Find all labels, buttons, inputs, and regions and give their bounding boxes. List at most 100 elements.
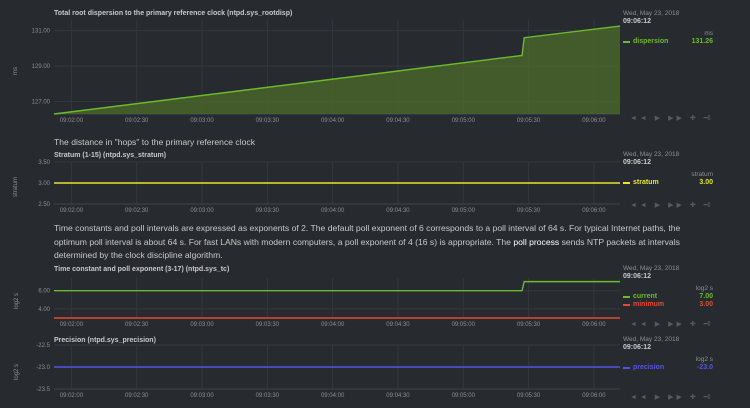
series-line-current [54, 280, 620, 292]
poll-process-link[interactable]: poll process [513, 236, 560, 247]
legend-date: Wed, May 23, 2018 [623, 265, 680, 272]
legend-swatch [623, 303, 630, 306]
x-tick-label: 09:03:00 [190, 208, 214, 214]
chart-poll-exponent[interactable]: Time constant and poll exponent (3-17) (… [0, 262, 750, 334]
x-tick-label: 09:05:30 [517, 322, 541, 328]
resize-handle[interactable]: ⇕ [706, 202, 712, 209]
legend-units: ms [704, 30, 713, 37]
x-tick-label: 09:03:30 [256, 208, 280, 214]
legend-series-name: minimum [633, 301, 665, 308]
resize-handle[interactable]: ⇕ [706, 394, 712, 401]
x-tick-label: 09:02:00 [60, 322, 84, 328]
chart-plot[interactable]: 09:02:00 09:02:30 09:03:00 09:03:30 09:04:00… [0, 262, 750, 334]
y-tick-label: -23.0 [36, 365, 50, 371]
x-tick-label: 09:06:00 [582, 208, 606, 214]
legend-series-value: 3.00 [699, 301, 713, 308]
legend-time: 09:06:12 [623, 159, 652, 166]
x-tick-label: 09:02:30 [125, 322, 149, 328]
x-tick-label: 09:04:00 [321, 322, 345, 328]
chart-toolbar[interactable]: ◄◄ ▶ ▶▶ ✚ ━ [630, 202, 711, 209]
legend-units: stratum [691, 171, 713, 178]
chart-title: Time constant and poll exponent (3-17) (… [54, 266, 230, 273]
chart-plot[interactable]: 09:02:00 09:02:30 09:03:00 09:03:30 09:04:00… [0, 333, 750, 408]
legend-date: Wed, May 23, 2018 [623, 151, 680, 158]
chart-stratum[interactable]: Stratum (1-15) (ntpd.sys_stratum) stratu… [0, 148, 750, 218]
x-tick-label: 09:05:30 [517, 393, 541, 399]
x-tick-label: 09:04:00 [321, 393, 345, 399]
legend-swatch [623, 366, 630, 369]
x-tick-label: 09:04:30 [386, 393, 410, 399]
legend-units: log2 s [695, 356, 713, 363]
chart-title: Total root dispersion to the primary ref… [54, 10, 293, 17]
legend-series-value: 131.26 [691, 38, 713, 45]
x-tick-label: 09:02:30 [125, 393, 149, 399]
y-tick-label: 4.00 [38, 307, 50, 313]
chart-toolbar[interactable]: ◄◄ ▶ ▶▶ ✚ ━ [630, 394, 711, 401]
chart-toolbar[interactable]: ◄◄ ▶ ▶▶ ✚ ━ [630, 321, 711, 328]
legend-row-current[interactable]: current 7.00 [623, 293, 713, 300]
x-tick-label: 09:05:00 [452, 322, 476, 328]
x-tick-label: 09:02:00 [60, 393, 84, 399]
legend-swatch [623, 40, 630, 43]
poll-description: Time constants and poll intervals are ex… [54, 222, 714, 263]
legend-time: 09:06:12 [623, 273, 652, 280]
x-tick-label: 09:05:00 [452, 118, 476, 124]
x-tick-label: 09:04:30 [386, 208, 410, 214]
x-tick-label: 09:02:00 [60, 118, 84, 124]
x-tick-label: 09:03:30 [256, 322, 280, 328]
chart-plot[interactable]: 09:02:00 09:02:30 09:03:00 09:03:30 09:04:00… [0, 6, 750, 130]
legend-series-name: current [633, 293, 658, 300]
x-tick-label: 09:05:00 [452, 393, 476, 399]
chart-legend: Wed, May 23, 2018 09:06:12 stratum strat… [623, 151, 713, 186]
chart-plot[interactable]: 09:02:00 09:02:30 09:03:00 09:03:30 09:04:00… [0, 148, 750, 218]
y-tick-label: 6.00 [38, 289, 50, 295]
poll-description-text: Time constants and poll intervals are ex… [54, 223, 681, 247]
chart-rootdisp[interactable]: Total root dispersion to the primary ref… [0, 6, 750, 130]
x-tick-label: 09:06:00 [582, 322, 606, 328]
chart-legend: Wed, May 23, 2018 09:06:12 ms dispersion… [623, 10, 713, 45]
resize-handle[interactable]: ⇕ [706, 321, 712, 328]
legend-series-value: -23.0 [697, 364, 713, 371]
chart-precision[interactable]: Precision (ntpd.sys_precision) log2 s 09… [0, 333, 750, 408]
resize-handle[interactable]: ⇕ [706, 115, 712, 122]
y-tick-label: -22.5 [36, 343, 50, 349]
legend-date: Wed, May 23, 2018 [623, 10, 680, 17]
x-tick-label: 09:03:30 [256, 118, 280, 124]
x-tick-label: 09:02:30 [125, 118, 149, 124]
legend-series-name: stratum [633, 179, 659, 186]
x-tick-label: 09:04:30 [386, 322, 410, 328]
chart-toolbar[interactable]: ◄◄ ▶ ▶▶ ✚ ━ [630, 115, 711, 122]
x-tick-label: 09:03:30 [256, 393, 280, 399]
x-tick-label: 09:02:30 [125, 208, 149, 214]
x-tick-label: 09:04:00 [321, 118, 345, 124]
y-tick-label: 2.50 [38, 202, 50, 208]
poll-description-text-end: sends NTP packets at intervals determine… [54, 236, 680, 261]
legend-time: 09:06:12 [623, 344, 652, 351]
series-area-dispersion [54, 26, 620, 114]
series-line-dispersion [53, 25, 621, 115]
legend-time: 09:06:12 [623, 18, 652, 25]
y-tick-label: 3.00 [38, 181, 50, 187]
x-tick-label: 09:03:00 [190, 118, 214, 124]
x-tick-label: 09:05:00 [452, 208, 476, 214]
x-tick-label: 09:03:00 [190, 393, 214, 399]
y-tick-label: -23.5 [36, 387, 50, 393]
legend-row-stratum[interactable]: stratum 3.00 [623, 179, 713, 186]
x-tick-label: 09:06:00 [582, 118, 606, 124]
chart-title: Stratum (1-15) (ntpd.sys_stratum) [54, 152, 167, 159]
legend-units: log2 s [695, 285, 713, 292]
x-tick-label: 09:05:30 [517, 208, 541, 214]
legend-swatch [623, 295, 630, 298]
x-tick-label: 09:03:00 [190, 322, 214, 328]
x-tick-label: 09:05:30 [517, 118, 541, 124]
y-tick-label: 3.50 [38, 160, 50, 166]
chart-legend: Wed, May 23, 2018 09:06:12 log2 s curren… [623, 265, 713, 308]
x-tick-label: 09:04:30 [386, 118, 410, 124]
legend-series-name: precision [633, 364, 665, 371]
y-tick-label: 129.00 [32, 64, 51, 70]
legend-series-value: 7.00 [699, 293, 713, 300]
chart-title: Precision (ntpd.sys_precision) [54, 337, 156, 344]
legend-row-dispersion[interactable]: dispersion 131.26 [623, 38, 713, 45]
legend-row-minimum[interactable]: minimum 3.00 [623, 301, 713, 308]
legend-row-precision[interactable]: precision -23.0 [623, 364, 713, 371]
